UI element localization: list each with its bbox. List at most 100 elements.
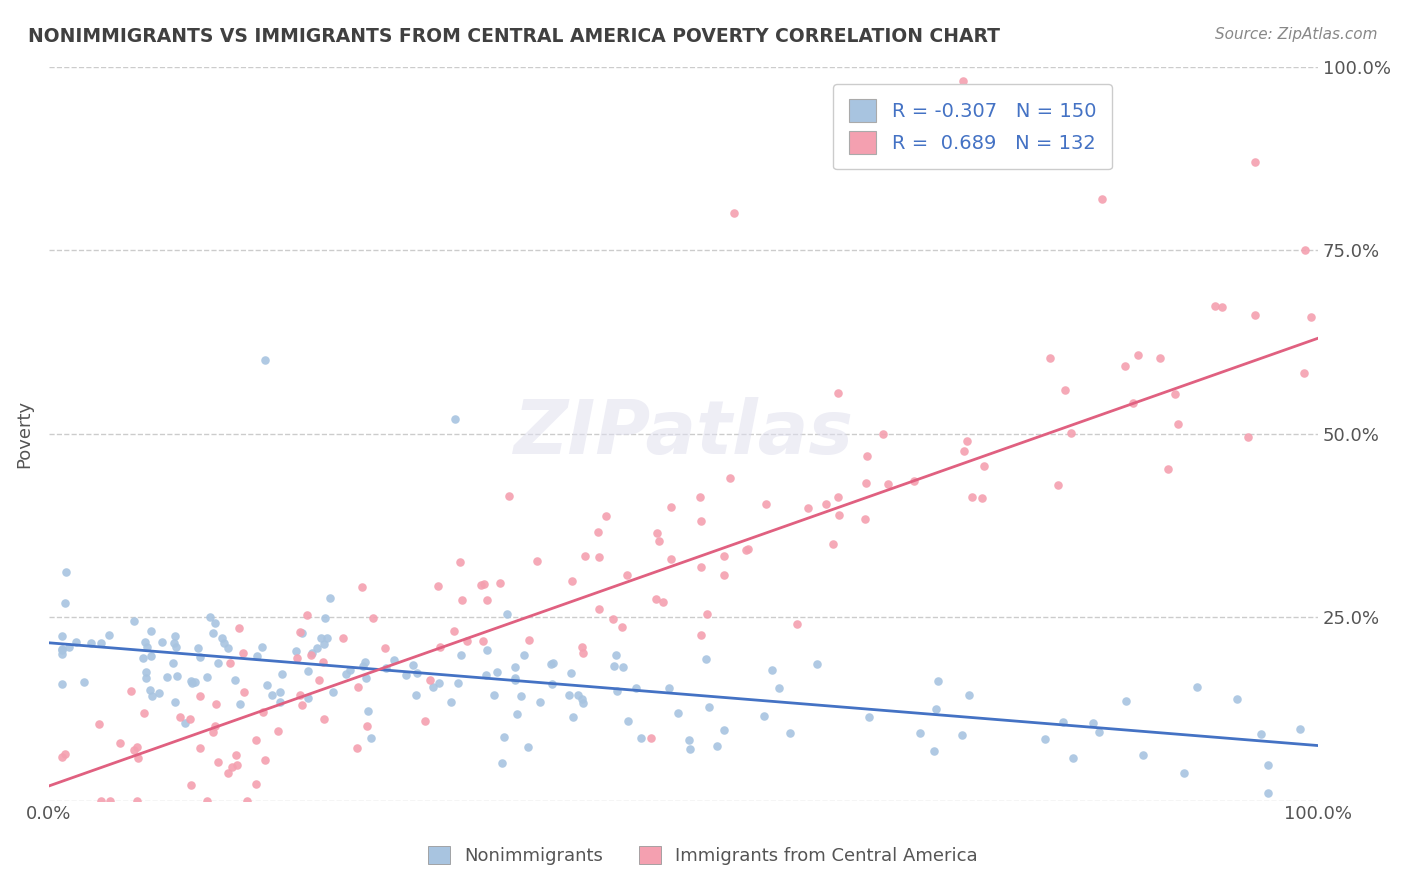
Point — [491, 756, 513, 770]
Point — [737, 542, 759, 557]
Point — [485, 665, 508, 680]
Point — [235, 794, 257, 808]
Point — [786, 616, 808, 631]
Point — [394, 668, 416, 682]
Point — [429, 640, 451, 654]
Point — [540, 657, 562, 671]
Y-axis label: Poverty: Poverty — [15, 400, 32, 467]
Point — [245, 732, 267, 747]
Point — [529, 695, 551, 709]
Point — [51, 647, 73, 661]
Point — [245, 777, 267, 791]
Point — [1091, 192, 1114, 206]
Point — [405, 666, 427, 681]
Point — [640, 731, 662, 746]
Point — [1257, 758, 1279, 772]
Point — [1033, 732, 1056, 747]
Point — [181, 675, 204, 690]
Point — [225, 758, 247, 772]
Point — [332, 631, 354, 645]
Point — [316, 631, 339, 645]
Point — [284, 644, 307, 658]
Point — [472, 577, 495, 591]
Point — [1132, 747, 1154, 762]
Point — [679, 742, 702, 756]
Point — [858, 710, 880, 724]
Point — [503, 660, 526, 674]
Point — [1039, 351, 1062, 366]
Point — [1053, 383, 1076, 397]
Point — [616, 568, 638, 582]
Point — [98, 628, 121, 642]
Point — [211, 631, 233, 645]
Point — [346, 740, 368, 755]
Point — [217, 766, 239, 780]
Point — [450, 648, 472, 662]
Point — [828, 508, 851, 523]
Point — [956, 434, 979, 449]
Point — [301, 646, 323, 660]
Point — [540, 677, 562, 691]
Point — [89, 717, 111, 731]
Point — [174, 716, 197, 731]
Point — [451, 593, 474, 607]
Point — [422, 680, 444, 694]
Point — [314, 610, 336, 624]
Point — [1211, 300, 1233, 314]
Point — [374, 641, 396, 656]
Point — [950, 728, 973, 742]
Point — [1243, 155, 1265, 169]
Point — [815, 497, 838, 511]
Point — [218, 656, 240, 670]
Point — [166, 669, 188, 683]
Point — [150, 634, 173, 648]
Point — [250, 640, 273, 655]
Point — [125, 739, 148, 754]
Point — [617, 714, 640, 729]
Point — [204, 719, 226, 733]
Point — [1250, 727, 1272, 741]
Point — [713, 568, 735, 582]
Point — [127, 751, 149, 765]
Point — [973, 458, 995, 473]
Point — [162, 656, 184, 670]
Point — [752, 709, 775, 723]
Point — [1062, 751, 1084, 765]
Point — [148, 686, 170, 700]
Point — [312, 713, 335, 727]
Point — [735, 542, 758, 557]
Point — [1294, 243, 1316, 257]
Point — [1204, 299, 1226, 313]
Point — [827, 490, 849, 504]
Point — [413, 714, 436, 728]
Point — [1226, 692, 1249, 706]
Point — [595, 508, 617, 523]
Point — [475, 593, 498, 607]
Point — [561, 574, 583, 589]
Point — [503, 671, 526, 685]
Point — [124, 743, 146, 757]
Point — [872, 427, 894, 442]
Point — [233, 685, 256, 699]
Point — [122, 614, 145, 628]
Text: ZIPatlas: ZIPatlas — [513, 397, 853, 470]
Point — [661, 500, 683, 515]
Point — [312, 637, 335, 651]
Point — [187, 640, 209, 655]
Point — [492, 730, 515, 744]
Point — [560, 665, 582, 680]
Point — [120, 684, 142, 698]
Point — [138, 683, 160, 698]
Point — [217, 641, 239, 656]
Point — [1257, 786, 1279, 800]
Point — [827, 385, 849, 400]
Point — [127, 794, 149, 808]
Point — [668, 706, 690, 721]
Point — [260, 688, 283, 702]
Point — [305, 641, 328, 656]
Point — [1081, 716, 1104, 731]
Point — [65, 634, 87, 648]
Point — [603, 659, 626, 673]
Point — [797, 500, 820, 515]
Point — [440, 695, 463, 709]
